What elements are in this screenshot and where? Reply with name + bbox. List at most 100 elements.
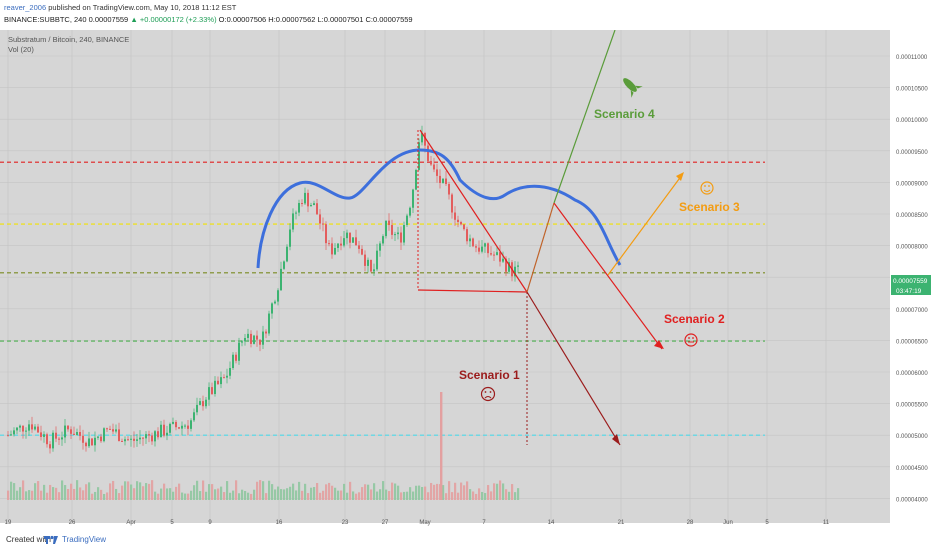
volume-bar [349,481,352,500]
volume-bar [151,480,154,500]
volume-bar [406,491,409,500]
x-tick-label: 11 [823,520,830,526]
volume-bar [319,492,322,500]
volume-bar [16,490,19,500]
volume-bar [490,491,493,500]
volume-bar [343,483,346,500]
x-tick-label: Apr [126,520,135,526]
candle-body [34,426,36,430]
candle-body [466,229,468,242]
volume-bar [457,492,460,500]
volume-bar [394,483,397,500]
candle-body [85,442,87,447]
candle-body [358,245,360,249]
plot-background [0,30,890,523]
price-chart[interactable]: Scenario 4 Scenario 3 Scenario 2 Scenari… [0,29,932,528]
volume-bar [235,480,238,500]
volume-bar [421,486,424,500]
candle-body [481,246,483,252]
candle-body [364,254,366,266]
candle-body [448,184,450,195]
rocket-icon [623,78,643,98]
candle-body [124,439,126,442]
candle-body [427,145,429,161]
tradingview-brand[interactable]: TradingView [62,535,107,544]
volume-bar [259,480,262,500]
candle-body [514,266,516,277]
candle-body [235,354,237,361]
volume-bar [262,481,265,500]
volume-bar [292,483,295,500]
volume-bar [160,488,163,500]
volume-bar [442,485,445,500]
candle-body [280,268,282,291]
volume-bar [109,483,112,500]
neutral-face-icon [684,333,698,347]
volume-bar [397,485,400,500]
candle-body [433,164,435,170]
volume-bar [403,491,406,500]
candle-body [289,229,291,247]
candle-body [493,254,495,256]
volume-bar [178,483,181,500]
candle-body [172,421,174,424]
volume-bar [376,491,379,500]
volume-bar [256,481,259,500]
candle-body [130,438,132,440]
volume-bar [10,481,13,500]
candle-body [334,247,336,255]
candle-body [421,132,423,143]
candle-body [472,238,474,247]
volume-bar [82,490,85,500]
candle-body [439,175,441,183]
volume-bar [232,490,235,500]
candle-body [223,377,225,379]
volume-bar [52,487,55,500]
candle-body [505,258,507,272]
candle-body [355,237,357,246]
candle-body [13,430,15,435]
price-axis[interactable]: 0.00011000 0.00010500 0.00010000 0.00009500… [896,55,928,503]
candle-body [457,219,459,223]
candle-body [274,301,276,304]
time-axis[interactable]: 19 26 Apr 5 9 16 23 27 May 7 14 21 28 Jun 5 11 [5,520,830,526]
candle-body [316,203,318,215]
candle-body [109,428,111,430]
volume-bar [502,483,505,500]
candle-body [175,421,177,428]
volume-bar [505,489,508,500]
chart-area[interactable]: Scenario 4 Scenario 3 Scenario 2 Scenari… [0,29,932,528]
candle-body [220,377,222,385]
volume-bar [106,492,109,500]
candle-body [340,243,342,246]
candle-body [112,429,114,432]
volume-bar [205,491,208,500]
candles [7,125,519,454]
candle-body [412,189,414,208]
candle-body [160,424,162,438]
x-tick-label: 9 [208,520,212,526]
volume-bar [433,484,436,500]
scenario1-arrow [526,291,621,446]
publisher-name[interactable]: reaver_2006 [4,3,47,12]
candle-body [70,429,72,434]
volume-bar [469,489,472,500]
candle-body [346,232,348,239]
candle-body [430,160,432,165]
candle-body [139,437,141,440]
wedge-bottom-line [417,289,528,293]
y-tick-label: 0.00004000 [896,497,928,503]
change-text: ▲ +0.00000172 (+2.33%) [130,15,217,24]
x-tick-label: 5 [170,520,174,526]
volume-bar [88,482,91,500]
candle-body [28,424,30,431]
volume-bar [34,483,37,500]
volume-bar [223,492,226,500]
volume-bar [73,488,76,500]
candle-body [352,237,354,243]
candle-body [178,427,180,429]
volume-bar [61,480,64,500]
candle-body [181,425,183,429]
volume-bar [169,488,172,500]
volume-bar [139,482,142,500]
